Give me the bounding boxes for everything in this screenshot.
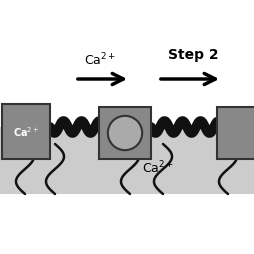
Bar — [216, 108, 254, 159]
Text: Ca$^{2+}$: Ca$^{2+}$ — [13, 125, 39, 139]
Text: Ca$^{2+}$: Ca$^{2+}$ — [141, 159, 173, 176]
Bar — [2, 105, 50, 159]
Text: Step 2: Step 2 — [167, 48, 217, 62]
Bar — [99, 108, 150, 159]
Text: Ca$^{2+}$: Ca$^{2+}$ — [84, 52, 116, 68]
Circle shape — [107, 116, 141, 151]
Bar — [0, 128, 254, 194]
